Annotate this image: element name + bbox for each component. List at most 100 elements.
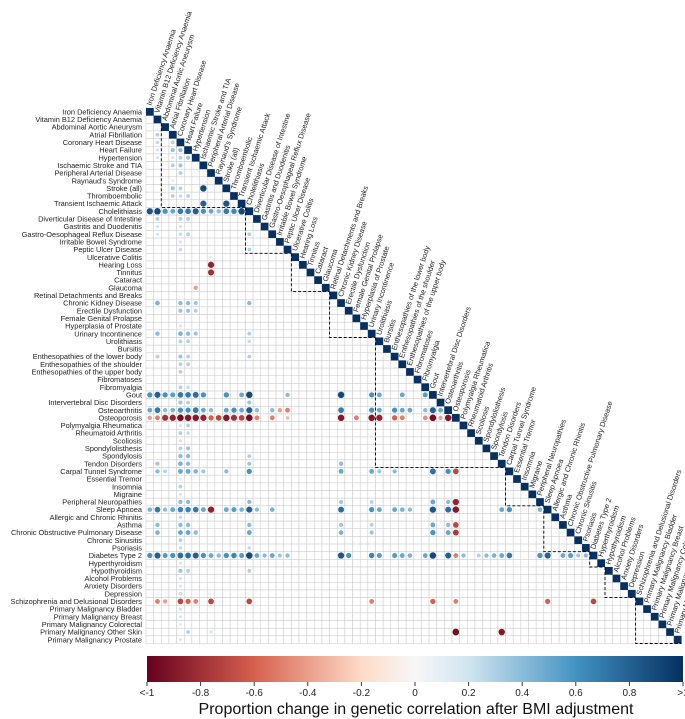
grid-cell [275,398,284,407]
grid-cell [398,597,407,606]
grid-cell [566,566,575,575]
row-label: Hyperplasia of Prostate [65,322,142,331]
grid-cell [474,620,483,629]
grid-cell [329,429,338,438]
grid-cell [337,329,346,338]
grid-cell [451,421,460,430]
correlation-circle [429,552,437,559]
correlation-circle [155,415,160,421]
correlation-circle [230,414,238,421]
grid-cell [191,421,200,430]
grid-cell [520,505,529,514]
grid-cell [451,444,460,453]
grid-cell [168,497,177,507]
group-boundary [635,597,682,644]
correlation-circle [200,414,207,421]
grid-cell [252,490,262,499]
grid-cell [184,184,193,193]
grid-cell [352,589,361,598]
grid-cell [145,459,154,468]
grid-cell [329,505,338,514]
grid-cell [191,214,200,224]
grid-cell [650,635,659,644]
grid-cell [566,574,575,583]
grid-cell [314,559,323,568]
grid-cell [367,375,376,384]
grid-cell [161,574,170,583]
grid-cell [604,582,613,591]
grid-cell [291,390,300,399]
grid-cell [589,582,598,591]
correlation-circle [430,529,436,536]
grid-cell [260,452,269,461]
grid-cell [184,253,193,262]
grid-cell [283,490,292,499]
grid-cell [375,543,384,552]
grid-cell [321,375,330,384]
grid-cell [229,352,239,361]
grid-cell [467,505,476,514]
grid-cell [390,398,399,407]
grid-cell [551,543,560,552]
grid-cell [283,627,292,637]
grid-cell [153,436,162,445]
grid-cell [214,184,223,193]
grid-cell [145,474,154,484]
grid-cell [260,574,269,583]
grid-cell [329,398,338,407]
grid-cell [176,291,185,300]
grid-cell [428,559,437,568]
grid-cell [321,421,330,430]
grid-cell [275,635,284,644]
row-label: Ischaemic Stroke and TIA [58,161,143,170]
grid-cell [398,383,407,392]
grid-cell [329,528,338,537]
correlation-circle [239,507,244,512]
grid-cell [229,520,239,529]
grid-cell [291,459,300,468]
diagonal-cell [390,352,399,361]
diagonal-cell [597,559,605,567]
grid-cell [535,620,545,629]
grid-cell [283,314,292,323]
grid-cell [222,237,231,246]
correlation-circle [223,407,229,413]
grid-cell [191,161,200,170]
grid-cell [344,620,353,629]
diagonal-cell [237,199,246,208]
grid-cell [199,375,208,384]
grid-cell [314,306,323,315]
grid-cell [298,367,307,377]
grid-cell [222,482,231,491]
row-label: Coronary Heart Disease [63,138,142,147]
grid-cell [153,367,162,377]
grid-cell [237,283,246,292]
grid-cell [535,543,545,552]
correlation-circle [192,414,199,422]
grid-cell [390,383,399,392]
grid-cell [161,429,170,438]
grid-cell [206,574,216,583]
grid-cell [168,314,177,323]
grid-cell [199,589,208,598]
grid-cell [382,352,392,361]
grid-cell [375,497,384,507]
correlation-circle [162,599,168,604]
grid-cell [184,291,193,300]
correlation-circle [285,407,290,413]
grid-cell [237,574,246,583]
grid-cell [451,490,460,499]
grid-cell [643,612,652,621]
grid-cell [214,306,223,315]
grid-cell [153,260,162,269]
grid-cell [474,627,483,637]
grid-cell [337,314,346,323]
grid-cell [237,230,246,239]
grid-cell [344,528,353,537]
grid-cell [375,597,384,606]
grid-cell [359,589,369,598]
correlation-circle [155,148,160,152]
grid-cell [359,436,369,445]
correlation-circle [170,552,176,559]
grid-cell [252,612,262,621]
